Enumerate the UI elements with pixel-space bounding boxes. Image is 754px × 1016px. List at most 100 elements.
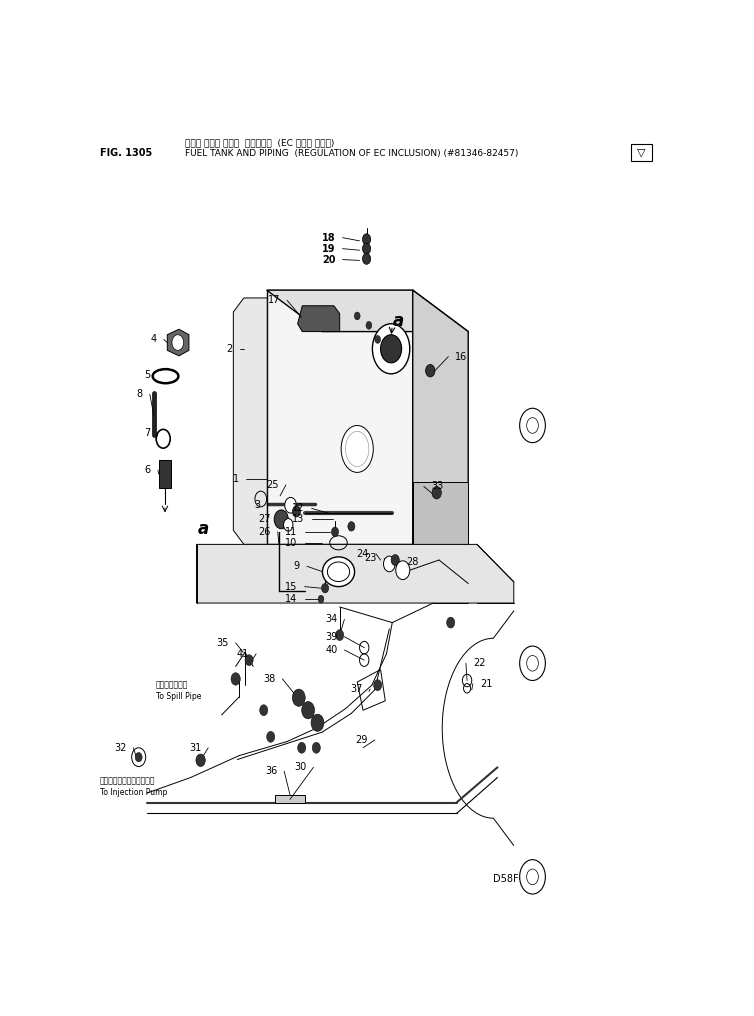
Text: 32: 32 [114,743,127,753]
Text: 22: 22 [473,658,486,669]
Circle shape [259,705,268,715]
Text: 7: 7 [145,429,151,438]
Text: 17: 17 [268,296,280,305]
Circle shape [293,506,301,517]
Polygon shape [267,291,412,545]
Text: 35: 35 [216,638,228,648]
Text: D58F-1: D58F-1 [492,874,528,884]
Text: 19: 19 [322,244,336,254]
Circle shape [293,689,305,706]
Text: 3: 3 [255,500,261,510]
Circle shape [520,646,545,681]
Text: 2: 2 [226,343,233,354]
Text: 30: 30 [294,762,306,772]
Text: 9: 9 [294,561,300,571]
Ellipse shape [323,557,354,586]
Circle shape [527,655,538,672]
Text: 31: 31 [189,743,201,753]
Circle shape [312,743,320,753]
Text: 18: 18 [322,233,336,243]
Text: 1: 1 [233,473,239,484]
Polygon shape [158,460,171,488]
Text: 21: 21 [480,679,492,689]
Circle shape [425,365,435,377]
Text: 20: 20 [322,255,336,264]
Text: 37: 37 [351,684,363,694]
Circle shape [354,312,360,320]
Circle shape [381,334,402,363]
Text: 24: 24 [357,549,369,559]
Circle shape [284,518,293,531]
Text: 5: 5 [145,370,151,380]
Circle shape [363,234,371,245]
Circle shape [318,595,324,604]
Text: 36: 36 [265,766,277,776]
Text: FIG. 1305: FIG. 1305 [100,148,152,158]
Circle shape [363,243,371,254]
Circle shape [363,253,371,264]
Circle shape [373,680,382,691]
Circle shape [231,673,241,685]
Polygon shape [298,306,339,331]
Polygon shape [167,329,189,356]
Circle shape [311,714,324,732]
Text: 12: 12 [293,503,305,513]
Polygon shape [412,291,468,545]
Text: 11: 11 [285,527,298,536]
Circle shape [375,335,381,343]
Circle shape [332,527,339,536]
Text: 41: 41 [237,649,249,659]
Text: フェル タンク オェビ  パイピング  (EC キカリ キセイ): フェル タンク オェビ パイピング (EC キカリ キセイ) [185,138,334,147]
Text: インジェクションポンプへ: インジェクションポンプへ [100,776,155,785]
Text: 25: 25 [266,480,279,490]
Circle shape [372,324,410,374]
Text: a: a [198,520,209,537]
Circle shape [432,487,441,499]
Text: To Injection Pump: To Injection Pump [100,787,167,797]
Text: 38: 38 [263,674,275,684]
Circle shape [391,555,400,566]
Circle shape [321,583,329,593]
Polygon shape [233,298,267,545]
Text: 6: 6 [145,465,151,475]
Text: 26: 26 [259,527,271,536]
Text: スピルパイプへ: スピルパイプへ [155,681,188,690]
Circle shape [245,654,253,665]
Text: 29: 29 [355,735,368,745]
Ellipse shape [341,426,373,472]
Text: 15: 15 [285,581,298,591]
Text: 40: 40 [325,645,337,655]
Circle shape [520,408,545,443]
Text: 8: 8 [136,389,143,399]
Circle shape [527,418,538,433]
Circle shape [336,630,344,641]
Text: 23: 23 [365,554,377,564]
Text: 13: 13 [293,513,305,523]
Circle shape [196,754,205,766]
Circle shape [520,860,545,894]
Polygon shape [267,291,468,331]
Circle shape [135,753,143,762]
Text: 28: 28 [406,557,418,567]
Circle shape [298,743,306,753]
Polygon shape [275,795,305,803]
Circle shape [527,869,538,885]
Circle shape [446,617,455,628]
Text: 14: 14 [285,594,298,605]
Circle shape [285,498,296,513]
Text: 34: 34 [325,615,337,625]
Circle shape [302,702,314,719]
Circle shape [267,732,274,743]
Circle shape [348,521,355,531]
Circle shape [172,334,184,351]
Polygon shape [197,545,513,604]
Circle shape [366,321,372,329]
Text: 27: 27 [258,513,271,523]
Text: 33: 33 [431,482,443,492]
Text: ▽: ▽ [637,147,645,157]
Polygon shape [412,482,468,545]
Text: 10: 10 [285,537,298,548]
FancyBboxPatch shape [280,491,290,501]
Text: 4: 4 [151,334,157,344]
Text: 39: 39 [325,632,337,642]
